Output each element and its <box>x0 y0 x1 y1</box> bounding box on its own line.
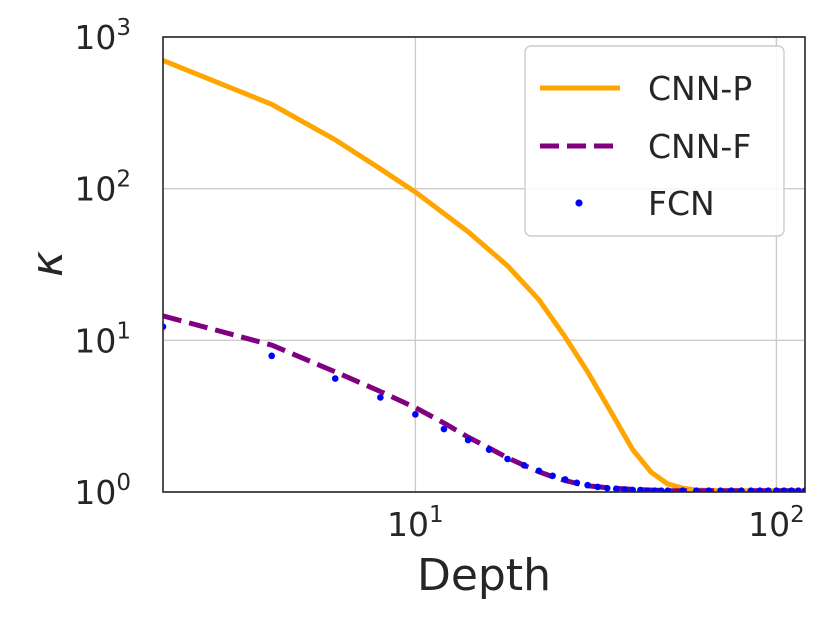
data-point <box>637 486 644 492</box>
data-point <box>795 487 802 492</box>
data-point <box>584 481 591 489</box>
data-point <box>603 484 611 492</box>
plot-area <box>163 58 805 492</box>
data-point <box>621 486 628 492</box>
y-axis-ticks: 100 101 102 103 <box>74 15 131 512</box>
data-point <box>651 487 658 492</box>
data-point <box>440 425 448 433</box>
y-tick-label: 103 <box>74 15 131 57</box>
legend-marker <box>575 199 583 207</box>
data-point <box>728 487 735 492</box>
data-point <box>504 455 511 463</box>
data-point <box>693 487 700 492</box>
x-axis-ticks: 101 102 <box>387 502 805 544</box>
y-tick-label: 102 <box>74 167 131 209</box>
legend-frame <box>524 45 785 237</box>
series-fcn-points <box>163 323 805 492</box>
data-point <box>738 487 745 492</box>
legend: CNN-P CNN-F FCN <box>524 45 785 237</box>
legend-label: CNN-P <box>648 69 752 108</box>
data-point <box>331 375 339 382</box>
data-point <box>485 446 493 454</box>
data-point <box>629 486 637 492</box>
data-point <box>679 487 686 492</box>
data-point <box>644 487 651 492</box>
legend-label: CNN-F <box>648 127 751 166</box>
data-point <box>594 483 602 491</box>
x-tick-label: 101 <box>387 502 444 544</box>
data-point <box>801 487 805 492</box>
data-point <box>377 394 384 401</box>
data-point <box>520 461 528 469</box>
data-point <box>765 487 772 492</box>
data-point <box>664 487 672 492</box>
plot-frame <box>162 36 806 493</box>
data-point <box>780 487 788 492</box>
y-tick-label: 100 <box>74 470 131 512</box>
legend-label: FCN <box>648 184 715 223</box>
data-point <box>788 487 795 492</box>
data-point <box>549 472 556 480</box>
data-point <box>412 411 419 418</box>
data-point <box>561 476 569 483</box>
y-tick-label: 101 <box>74 318 131 360</box>
data-point <box>747 487 755 492</box>
data-point <box>573 479 581 487</box>
data-point <box>268 352 275 360</box>
x-axis-title: Depth <box>417 550 551 601</box>
data-point <box>464 436 472 444</box>
data-point <box>705 487 713 492</box>
x-tick-label: 102 <box>748 502 805 544</box>
data-point <box>773 487 780 492</box>
data-point <box>756 487 764 492</box>
series-cnn-p-line <box>163 58 805 492</box>
data-point <box>535 467 543 475</box>
data-point <box>163 323 167 330</box>
data-point <box>658 487 665 492</box>
data-point <box>717 487 724 492</box>
data-point <box>612 485 620 492</box>
y-axis-title: κ <box>22 251 73 277</box>
